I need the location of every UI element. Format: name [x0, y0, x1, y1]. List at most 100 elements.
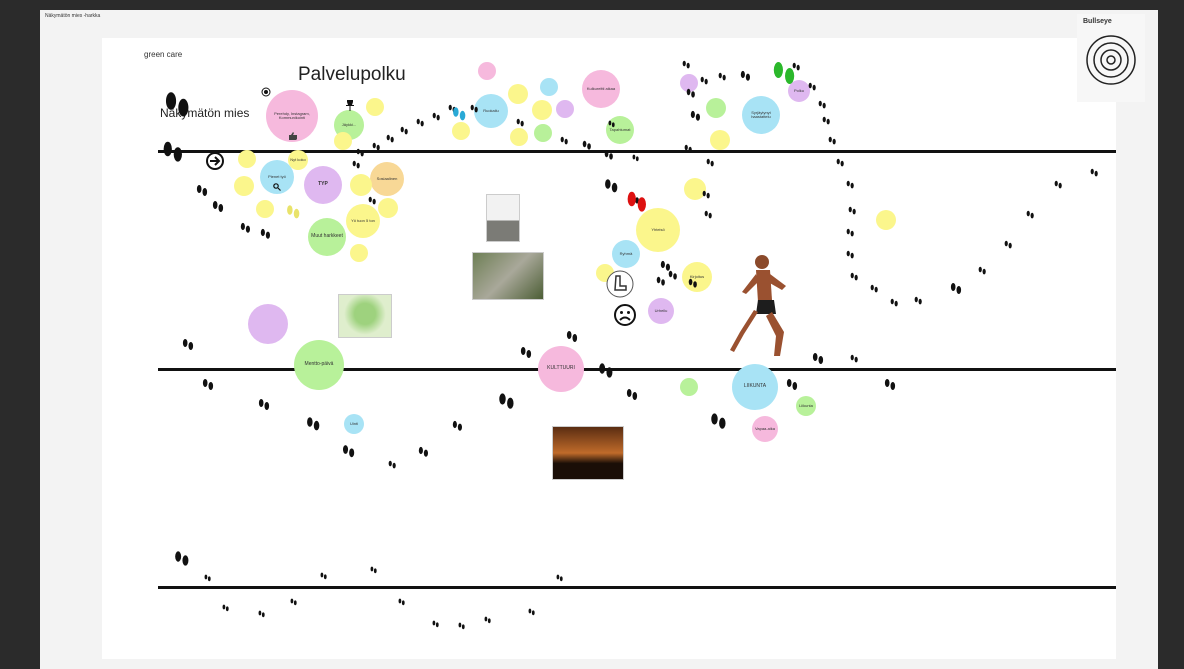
- footprints-icon: [598, 362, 614, 380]
- footprints-icon: [432, 620, 439, 628]
- footprints-icon: [370, 566, 377, 574]
- footprints-icon: [890, 298, 898, 308]
- footprints-icon: [822, 116, 830, 126]
- footprints-icon: [458, 622, 465, 630]
- bubble-ryhma[interactable]: Ryhmä: [612, 240, 640, 268]
- bubble-small[interactable]: [556, 100, 574, 118]
- bubble-small[interactable]: [534, 124, 552, 142]
- bubble-small[interactable]: [706, 98, 726, 118]
- footprints-icon: [356, 148, 364, 158]
- photo-person-sitting[interactable]: [486, 194, 520, 242]
- bubble-small[interactable]: [350, 244, 368, 262]
- bubble-kirjoitus[interactable]: Kirjoitus: [682, 262, 712, 292]
- bubble-mentto-paiva[interactable]: Mentto-päivä: [294, 340, 344, 390]
- footprints-icon: [710, 412, 727, 432]
- photo-tree[interactable]: [338, 294, 392, 338]
- footprints-icon: [850, 354, 858, 364]
- footprints-icon: [174, 550, 190, 568]
- footprints-icon: [884, 378, 896, 392]
- bubble-small[interactable]: [256, 200, 274, 218]
- footprints-icon: [470, 104, 478, 114]
- bubble-small[interactable]: [710, 130, 730, 150]
- footprints-icon: [202, 378, 214, 392]
- bubble-tapahtumat[interactable]: Tapahtumat: [606, 116, 634, 144]
- pin-icon: [345, 98, 355, 111]
- bubble-ruokailu[interactable]: Ruokailu: [474, 94, 508, 128]
- timeline-line-middle: [158, 368, 1116, 371]
- bubble-yellow-right[interactable]: [876, 210, 896, 230]
- footprints-icon: [686, 88, 696, 99]
- bubble-syrjaytynyt[interactable]: Syrjäytynyt haastattelu: [742, 96, 780, 134]
- photo-sunset-mosque[interactable]: [552, 426, 624, 480]
- bubble-small[interactable]: [510, 128, 528, 146]
- footprints-icon: [1004, 240, 1012, 250]
- timeline-line-top: [158, 150, 1116, 153]
- bubble-small[interactable]: [508, 84, 528, 104]
- footprints-icon: [818, 100, 826, 110]
- footprints-icon: [398, 598, 405, 606]
- bubble-small[interactable]: [378, 198, 398, 218]
- bubble-kulkureitti[interactable]: Kulkureitti aikaa: [582, 70, 620, 108]
- bubble-nyt-koko[interactable]: Nyt koko: [288, 150, 308, 170]
- footprints-icon: [290, 598, 297, 606]
- runner-figure: [722, 252, 800, 364]
- bubble-yhteiso[interactable]: Yhteisö: [636, 208, 680, 252]
- footprints-icon: [400, 126, 408, 136]
- bubble-yo-tuon[interactable]: Yö tuon 5 ton: [346, 204, 380, 238]
- footprints-icon: [656, 276, 666, 287]
- arrow-right-icon[interactable]: [206, 152, 224, 170]
- bubble-typ[interactable]: TYP: [304, 166, 342, 204]
- presentation-canvas[interactable]: green care Palvelupolku Näkymätön mies P…: [102, 38, 1116, 659]
- bubble-small[interactable]: [684, 178, 706, 200]
- footprints-icon: [286, 204, 300, 221]
- footprints-icon: [870, 284, 878, 294]
- bubble-urheilu[interactable]: Urheilu: [648, 298, 674, 324]
- bubble-small[interactable]: [238, 150, 256, 168]
- footprints-icon: [368, 196, 376, 206]
- bubble-small[interactable]: [680, 74, 698, 92]
- target-icon: [261, 84, 271, 97]
- footprints-icon: [1054, 180, 1062, 190]
- photo-landscape[interactable]: [472, 252, 544, 300]
- bubble-kulttuuri[interactable]: KULTTUURI: [538, 346, 584, 392]
- bubble-muut-harkkeet[interactable]: Muut harkkeet: [308, 218, 346, 256]
- footprints-icon: [792, 62, 800, 72]
- footprints-icon: [914, 296, 922, 306]
- footprints-icon: [688, 278, 698, 289]
- bubble-small[interactable]: [540, 78, 558, 96]
- bubble-small[interactable]: [234, 176, 254, 196]
- bubble-purple-left[interactable]: [248, 304, 288, 344]
- footprints-icon: [418, 446, 429, 459]
- footprints-icon: [258, 610, 265, 618]
- bubble-small[interactable]: [334, 132, 352, 150]
- bubble-uinti[interactable]: Uinti: [344, 414, 364, 434]
- bullseye-panel[interactable]: Bullseye: [1077, 14, 1145, 102]
- footprints-icon: [432, 112, 440, 122]
- footprints-icon: [452, 106, 466, 123]
- green-care-tag: green care: [144, 50, 183, 59]
- footprints-icon: [632, 154, 639, 162]
- bubble-small[interactable]: [366, 98, 384, 116]
- footprints-icon: [222, 604, 229, 612]
- bubble-small[interactable]: [680, 378, 698, 396]
- sad-face-icon: [614, 304, 636, 326]
- bubble-small[interactable]: [478, 62, 496, 80]
- bubble-sosiaalinen[interactable]: Sosiaalinen: [370, 162, 404, 196]
- bubble-vapaa-aika[interactable]: Vapaa-aika: [752, 416, 778, 442]
- footprints-icon: [740, 70, 751, 83]
- bubble-perehdy[interactable]: Perehdy, Instagram, Kommunikointi: [266, 90, 318, 142]
- footprints-icon: [702, 190, 710, 200]
- bubble-small[interactable]: [532, 100, 552, 120]
- bubble-small[interactable]: [452, 122, 470, 140]
- bubble-small[interactable]: [350, 174, 372, 196]
- bullseye-icon[interactable]: [1085, 34, 1137, 86]
- bubble-liikunta-small[interactable]: Liikunta: [796, 396, 816, 416]
- bubble-polku[interactable]: Polku: [788, 80, 810, 102]
- footprints-icon: [846, 228, 854, 238]
- footprints-icon: [516, 118, 524, 128]
- footprints-icon: [212, 200, 224, 214]
- footprints-icon: [260, 228, 271, 241]
- bubble-liikunta-main[interactable]: LIIKUNTA: [732, 364, 778, 410]
- footprints-icon: [828, 136, 836, 146]
- boot-icon: [606, 270, 634, 298]
